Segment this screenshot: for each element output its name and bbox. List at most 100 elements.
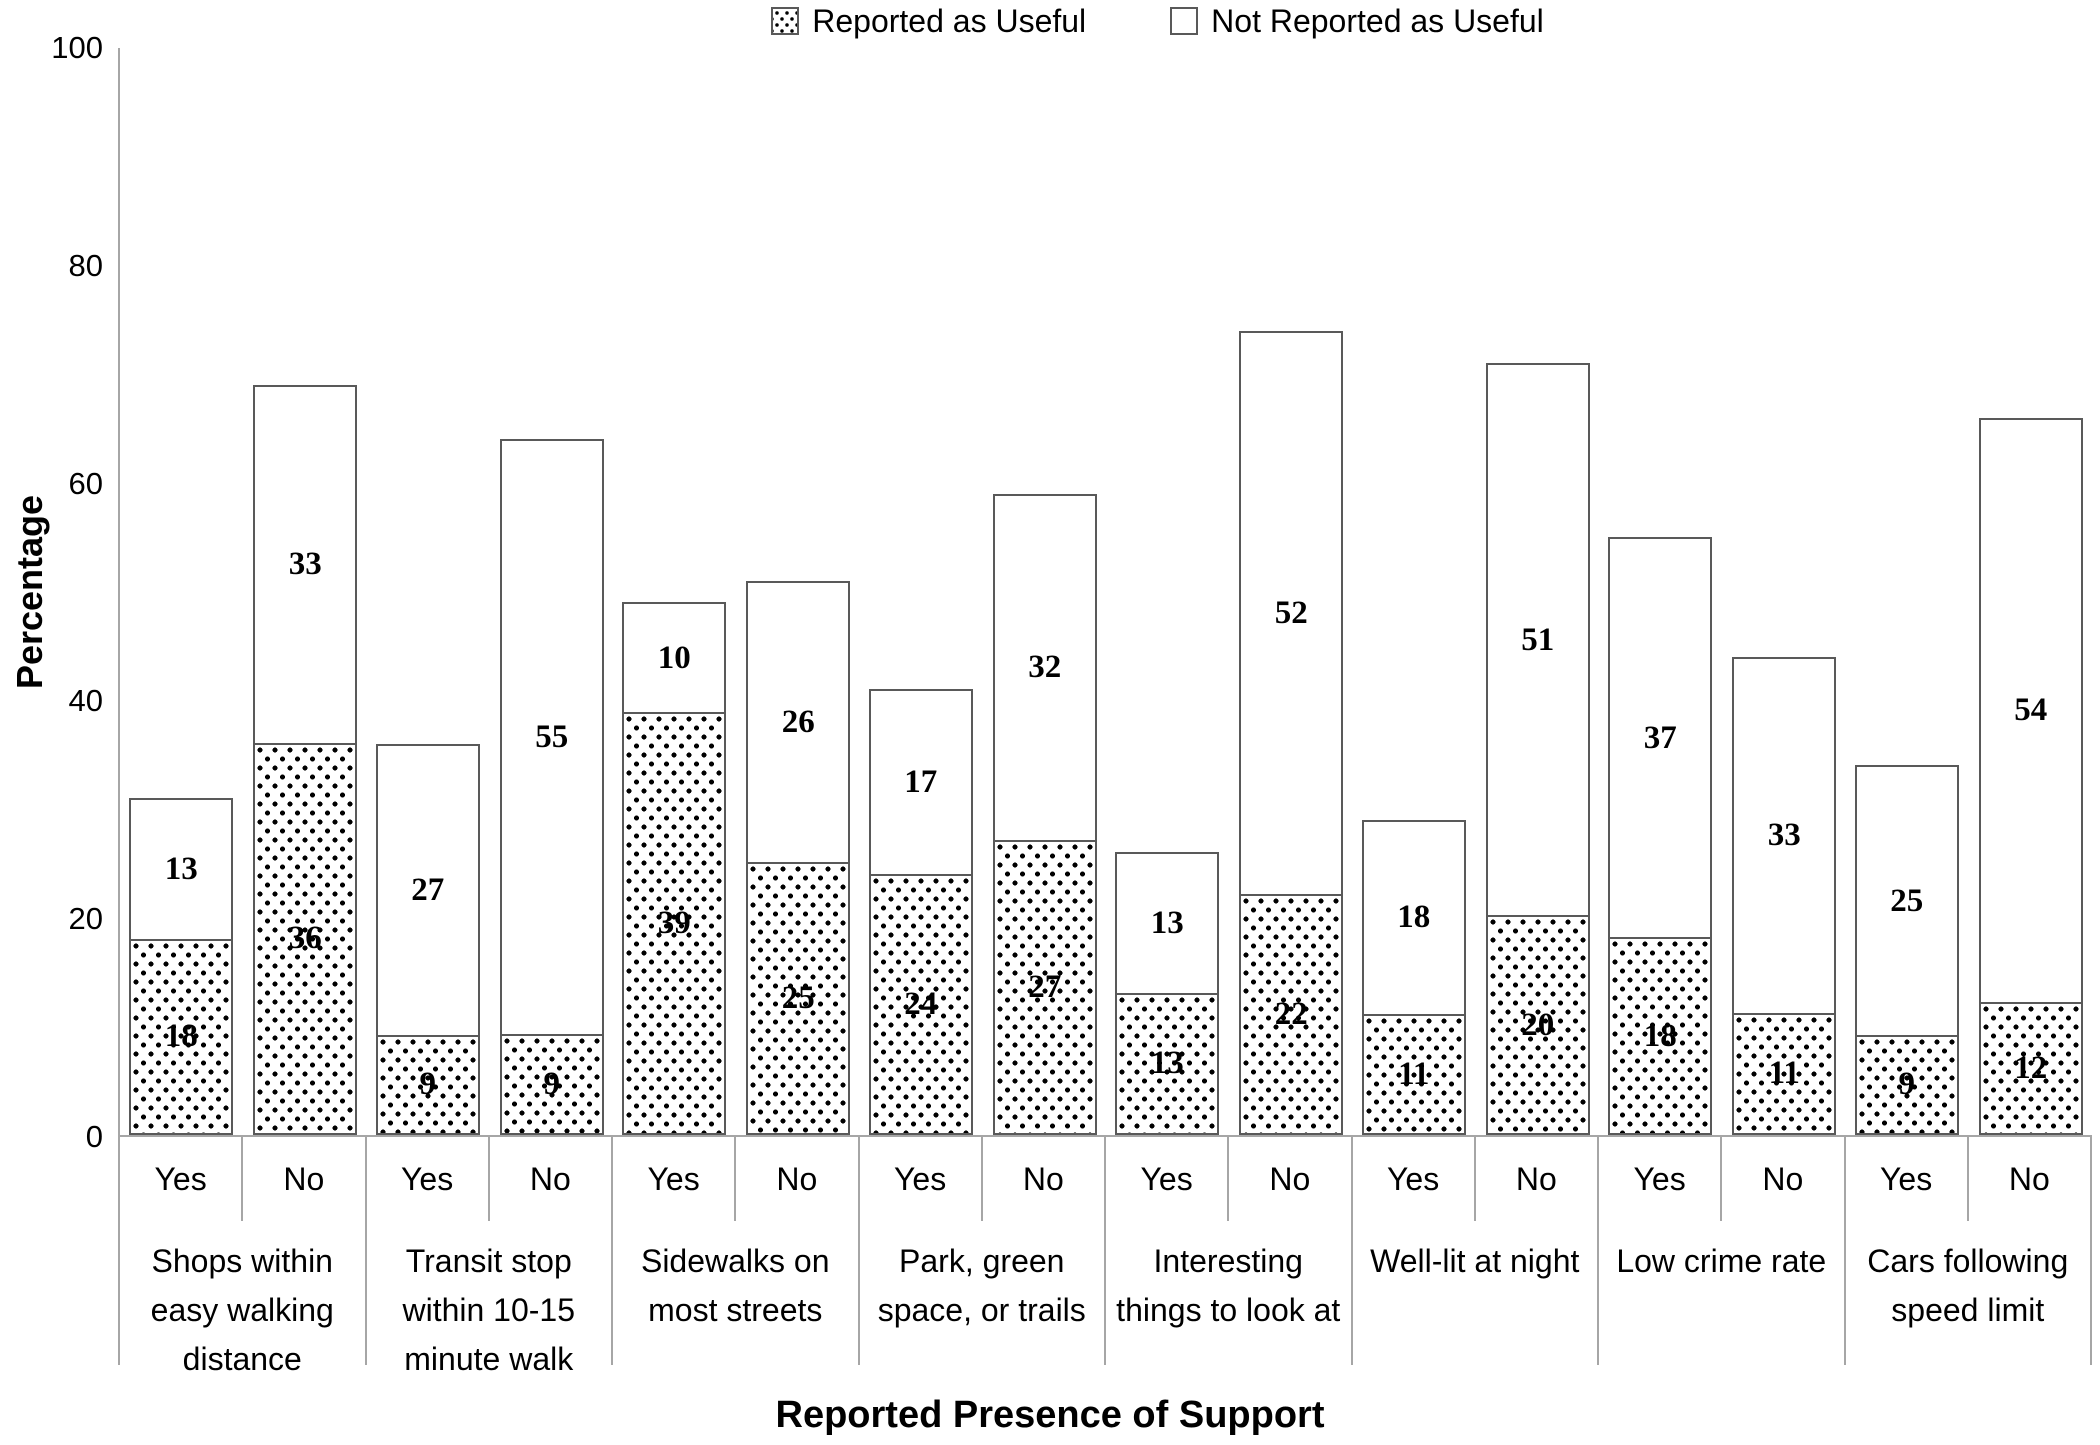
bar-group: 13 13 52 22 (1106, 48, 1353, 1135)
x-tick-label-yes: Yes (1387, 1160, 1440, 1197)
bar-group: 18 11 51 20 (1353, 48, 1600, 1135)
stacked-bar-no: 54 12 (1978, 417, 2083, 1135)
category-label-line: Sidewalks on (640, 1243, 830, 1279)
stacked-bar-yes: 13 18 (129, 798, 234, 1135)
stacked-bar-no: 55 9 (499, 439, 604, 1135)
x-axis-group: Yes No Cars following speed limit (1843, 1137, 2092, 1365)
x-axis-group: Yes No Well-lit at night (1350, 1137, 1598, 1365)
segment-not-reported-useful: 13 (1117, 854, 1218, 995)
bar-group: 17 24 32 27 (860, 48, 1107, 1135)
segment-reported-useful: 9 (1856, 1036, 1957, 1133)
yes-no-row: Yes No (1599, 1137, 1844, 1221)
stacked-bar-no: 33 36 (253, 384, 358, 1135)
stacked-bar-yes: 13 13 (1115, 852, 1220, 1135)
bar-value-label: 32 (1028, 649, 1062, 686)
bar-value-label: 17 (904, 763, 938, 800)
x-axis-title: Reported Presence of Support (775, 1394, 1325, 1436)
bar-value-label: 18 (164, 1018, 198, 1055)
yes-no-row: Yes No (1106, 1137, 1351, 1221)
bar-group: 10 39 26 25 (613, 48, 860, 1135)
bar-group: 13 18 33 36 (120, 48, 367, 1135)
bar-group: 27 9 55 9 (367, 48, 614, 1135)
x-axis-category-label: Interesting things to look at (1106, 1237, 1351, 1335)
y-tick-label-60: 60 (68, 465, 103, 501)
x-axis-category-label: Shops within easy walking distance (120, 1237, 365, 1384)
stacked-bar-yes: 10 39 (622, 602, 727, 1135)
segment-not-reported-useful: 55 (501, 441, 602, 1037)
dotted-pattern-swatch-icon (771, 7, 800, 35)
x-axis-category-label: Transit stop within 10-15 minute walk (367, 1237, 612, 1384)
y-tick-label-40: 40 (68, 683, 103, 719)
category-label-line: within 10-15 (402, 1292, 576, 1328)
category-label-line: Transit stop (405, 1243, 572, 1279)
y-tick-label-20: 20 (68, 901, 103, 937)
category-label-line: most streets (648, 1292, 823, 1328)
bar-value-label: 13 (1150, 905, 1184, 942)
stacked-bar-no: 33 11 (1732, 656, 1837, 1135)
segment-reported-useful: 18 (131, 940, 232, 1133)
stacked-bar-no: 32 27 (992, 493, 1097, 1135)
bar-value-label: 27 (411, 871, 445, 908)
stacked-bar-yes: 25 9 (1854, 765, 1959, 1135)
x-axis-label-table: Yes No Shops within easy walking distance Yes… (118, 1137, 2092, 1377)
y-tick-label-100: 100 (51, 30, 103, 65)
x-axis-category-label: Park, green space, or trails (860, 1237, 1105, 1335)
stacked-bar-yes: 27 9 (375, 743, 480, 1135)
x-axis-group: Yes No Low crime rate (1597, 1137, 1844, 1365)
yes-no-row: Yes No (860, 1137, 1105, 1221)
yes-no-row: Yes No (613, 1137, 858, 1221)
bar-value-label: 51 (1521, 621, 1555, 658)
bar-value-label: 11 (1398, 1055, 1430, 1092)
segment-not-reported-useful: 27 (377, 745, 478, 1037)
bar-value-label: 52 (1274, 594, 1308, 631)
segment-reported-useful: 11 (1363, 1015, 1464, 1133)
segment-not-reported-useful: 33 (1734, 658, 1835, 1015)
bar-value-label: 13 (1150, 1045, 1184, 1082)
x-tick-label-no: No (1473, 1137, 1597, 1221)
category-label-line: minute walk (404, 1341, 574, 1377)
category-label-line: easy walking (150, 1292, 334, 1328)
segment-not-reported-useful: 13 (131, 800, 232, 941)
segment-reported-useful: 18 (1610, 939, 1711, 1133)
x-tick-label-yes: Yes (1140, 1160, 1193, 1197)
bar-value-label: 54 (2014, 692, 2048, 729)
bar-group: 37 18 33 11 (1599, 48, 1846, 1135)
segment-not-reported-useful: 25 (1856, 767, 1957, 1037)
x-axis-group: Yes No Transit stop within 10-15 minute walk (364, 1137, 612, 1377)
x-tick-label-no: No (1227, 1137, 1350, 1221)
legend-label-not-reported-useful: Not Reported as Useful (1211, 3, 1544, 39)
category-label-line: Low crime rate (1616, 1243, 1827, 1279)
bar-value-label: 25 (1890, 882, 1924, 919)
segment-reported-useful: 25 (748, 864, 849, 1133)
yes-no-row: Yes No (1353, 1137, 1598, 1221)
bar-value-label: 25 (781, 980, 815, 1017)
x-tick-label-no: No (487, 1137, 611, 1221)
legend-item-reported-useful: Reported as Useful (771, 3, 1086, 39)
x-tick-label-no: No (734, 1137, 857, 1221)
bar-value-label: 22 (1274, 995, 1308, 1032)
plain-white-swatch-icon (1170, 7, 1199, 35)
yes-no-row: Yes No (367, 1137, 612, 1221)
x-axis-group: Yes No Park, green space, or trails (857, 1137, 1105, 1365)
segment-reported-useful: 20 (1487, 917, 1588, 1133)
x-axis-category-label: Cars following speed limit (1846, 1237, 2091, 1335)
bar-value-label: 36 (288, 920, 322, 957)
bar-value-label: 9 (543, 1066, 561, 1102)
legend-item-not-reported-useful: Not Reported as Useful (1170, 3, 1544, 39)
segment-reported-useful: 9 (501, 1036, 602, 1133)
y-tick-label-0: 0 (85, 1119, 103, 1154)
bar-value-label: 10 (657, 639, 691, 676)
segment-reported-useful: 36 (255, 744, 356, 1133)
bar-value-label: 24 (904, 985, 938, 1022)
segment-reported-useful: 24 (870, 875, 971, 1133)
segment-reported-useful: 22 (1241, 895, 1342, 1133)
x-axis-category-label: Sidewalks on most streets (613, 1237, 858, 1335)
category-label-line: things to look at (1116, 1292, 1341, 1328)
x-axis-group: Yes No Interesting things to look at (1104, 1137, 1351, 1365)
category-label-line: speed limit (1891, 1292, 2045, 1328)
segment-not-reported-useful: 37 (1610, 539, 1711, 940)
y-axis-title: Percentage (9, 494, 50, 690)
x-tick-label-yes: Yes (894, 1160, 947, 1197)
yes-no-row: Yes No (1846, 1137, 2091, 1221)
category-label-line: Interesting (1153, 1243, 1303, 1279)
